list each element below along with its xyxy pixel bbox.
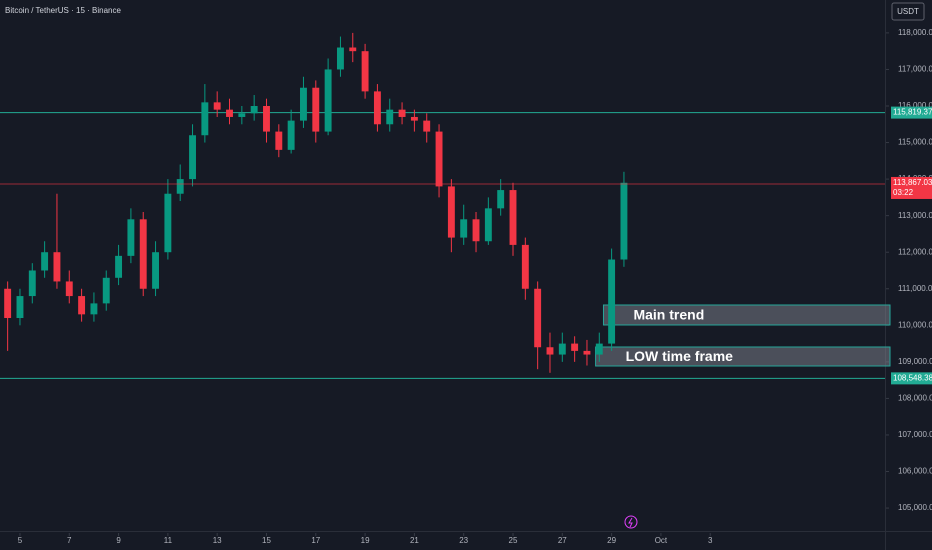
- candle-body: [115, 255, 123, 278]
- level-label: 108,548.38: [893, 373, 932, 382]
- y-tick-label: 108,000.00: [898, 394, 932, 403]
- candle-body: [361, 51, 369, 92]
- candle-body: [41, 252, 49, 271]
- candle-body: [201, 102, 209, 136]
- x-tick-label: 27: [558, 536, 567, 545]
- y-tick-label: 117,000.00: [898, 65, 932, 74]
- candle-body: [287, 120, 295, 150]
- candle-body: [16, 296, 24, 318]
- x-tick-label: 23: [459, 536, 468, 545]
- candle-body: [534, 288, 542, 348]
- level-tag: [891, 372, 932, 385]
- candle-body: [65, 281, 73, 297]
- currency-button[interactable]: [891, 2, 925, 21]
- candle-body: [164, 193, 172, 253]
- candle-body: [275, 131, 283, 150]
- candle-body: [189, 135, 196, 180]
- y-tick-label: 113,000.00: [898, 211, 932, 220]
- candle-body: [336, 47, 344, 70]
- y-tick-label: 109,000.00: [898, 357, 932, 366]
- candle-body: [4, 288, 12, 318]
- candle-body: [238, 113, 246, 117]
- x-tick-label: 15: [262, 536, 271, 545]
- candle-body: [102, 277, 110, 304]
- candle-body: [324, 69, 332, 132]
- candle-body: [410, 116, 418, 121]
- candle-body: [398, 109, 406, 117]
- candle-body: [53, 252, 61, 282]
- candle-body: [386, 109, 394, 125]
- x-tick-label: 29: [607, 536, 616, 545]
- candle-body: [571, 343, 579, 351]
- level-label: 115,819.37: [893, 108, 932, 117]
- last-price-label: 113,867.03: [893, 178, 932, 187]
- candle-body: [595, 343, 603, 355]
- x-tick-label: 7: [67, 536, 72, 545]
- candle-body: [472, 219, 480, 242]
- candle-body: [263, 106, 270, 132]
- candle-body: [213, 102, 221, 110]
- candle-body: [127, 219, 135, 256]
- candle-body: [460, 219, 468, 238]
- x-tick-label: 5: [18, 536, 23, 545]
- candle-body: [608, 259, 616, 344]
- candle-body: [447, 186, 455, 238]
- x-tick-label: 9: [116, 536, 121, 545]
- y-tick-label: 110,000.00: [898, 320, 932, 329]
- x-tick-label: Oct: [655, 536, 668, 545]
- candle-body: [300, 87, 307, 121]
- candle-body: [139, 219, 147, 289]
- candle-body: [509, 190, 517, 245]
- x-tick-label: 11: [164, 536, 173, 545]
- currency-label[interactable]: USDT: [897, 7, 919, 16]
- candle-body: [435, 131, 443, 187]
- x-tick-label: 25: [509, 536, 518, 545]
- x-tick-label: 13: [213, 536, 222, 545]
- candle-body: [497, 190, 505, 209]
- candle-body: [423, 120, 431, 132]
- candle-body: [176, 179, 184, 194]
- y-tick-label: 107,000.00: [898, 430, 932, 439]
- x-tick-label: 19: [361, 536, 370, 545]
- candle-body: [484, 208, 492, 242]
- candle-body: [373, 91, 381, 125]
- countdown-label: 03:22: [893, 188, 914, 197]
- candle-body: [90, 303, 98, 315]
- y-tick-label: 112,000.00: [898, 247, 932, 256]
- candle-body: [226, 109, 233, 117]
- candle-body: [28, 270, 36, 297]
- zone: [602, 304, 891, 326]
- zone-label: Main trend: [633, 307, 704, 323]
- zone-label: LOW time frame: [626, 348, 734, 364]
- y-tick-label: 116,000.00: [898, 101, 932, 110]
- candle-body: [583, 350, 591, 355]
- y-tick-label: 111,000.00: [898, 284, 932, 293]
- candle-body: [620, 182, 628, 260]
- event-icon[interactable]: [624, 515, 638, 529]
- candle-body: [546, 347, 554, 355]
- candle-body: [78, 296, 86, 315]
- candle-body: [558, 343, 566, 355]
- level-tag: [891, 106, 932, 119]
- y-tick-label: 106,000.00: [898, 467, 932, 476]
- zone: [595, 346, 891, 367]
- y-tick-label: 115,000.00: [898, 138, 932, 147]
- y-tick-label: 118,000.00: [898, 28, 932, 37]
- candle-body: [349, 47, 357, 52]
- x-tick-label: 3: [708, 536, 713, 545]
- candle-body: [250, 106, 258, 114]
- candle-body: [521, 244, 529, 289]
- x-tick-label: 21: [410, 536, 419, 545]
- y-tick-label: 105,000.00: [898, 503, 932, 512]
- x-tick-label: 17: [311, 536, 320, 545]
- candle-body: [312, 87, 320, 132]
- candle-body: [152, 252, 160, 289]
- chart-title: Bitcoin / TetherUS · 15 · Binance: [5, 6, 121, 15]
- last-price-tag: [891, 176, 932, 199]
